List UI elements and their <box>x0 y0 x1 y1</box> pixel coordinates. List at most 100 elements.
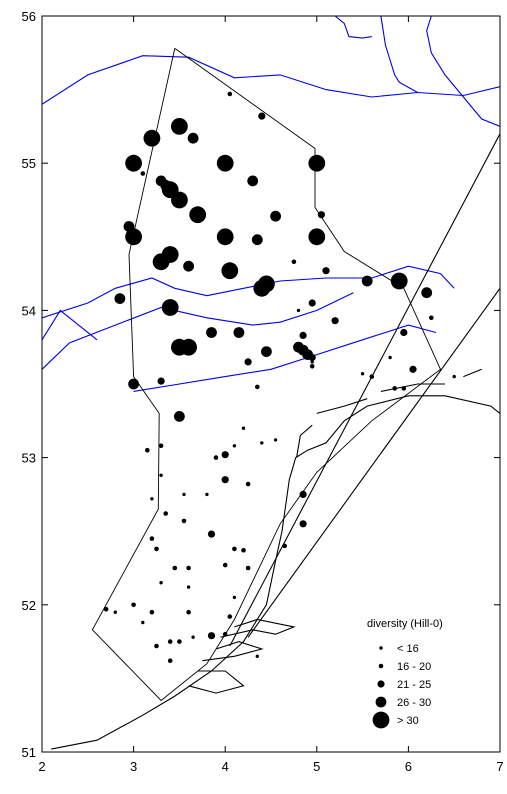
station-point <box>388 355 392 360</box>
transect-line <box>229 133 500 647</box>
station-point <box>189 206 207 224</box>
station-point <box>160 179 172 191</box>
station-point <box>171 118 188 135</box>
station-point <box>141 620 145 625</box>
station-point <box>125 154 142 172</box>
station-point <box>154 546 159 552</box>
station-point <box>369 374 375 379</box>
station-point <box>241 548 246 553</box>
station-point <box>143 129 161 147</box>
station-point <box>183 260 195 272</box>
station-point <box>360 372 365 376</box>
station-point <box>221 262 239 280</box>
station-point <box>392 386 398 391</box>
depth-contour <box>334 16 372 39</box>
station-point <box>186 585 191 589</box>
station-point <box>145 447 150 453</box>
station-point <box>331 317 339 325</box>
legend: diversity (Hill-0) < 16 16 - 20 21 - 25 26 … <box>367 618 443 729</box>
station-point <box>159 581 163 585</box>
station-point <box>296 308 301 313</box>
station-point <box>222 562 228 568</box>
station-point <box>205 492 209 497</box>
station-point <box>149 536 155 541</box>
station-point <box>251 234 263 246</box>
legend-label: 16 - 20 <box>397 661 431 673</box>
station-point <box>186 609 191 615</box>
station-point <box>128 228 140 240</box>
station-point <box>187 132 199 144</box>
station-point <box>114 293 126 304</box>
station-point <box>310 360 314 364</box>
station-point <box>152 253 170 271</box>
station-point <box>213 455 219 460</box>
y-tick-label: 51 <box>22 745 36 760</box>
station-point <box>177 639 182 644</box>
station-point <box>270 210 281 222</box>
station-point <box>232 444 237 448</box>
station-point <box>260 441 264 445</box>
depth-contour <box>133 324 437 392</box>
station-point <box>161 299 179 316</box>
station-point <box>390 272 408 290</box>
station-point <box>309 364 315 369</box>
x-tick-label: 2 <box>38 759 45 774</box>
station-point <box>174 411 185 422</box>
x-tick-label: 6 <box>405 759 412 774</box>
station-point <box>282 543 288 549</box>
station-point <box>452 374 456 379</box>
station-point <box>182 492 186 497</box>
depth-contour <box>42 265 455 319</box>
station-point <box>221 476 229 484</box>
station-point <box>244 358 252 366</box>
depth-contour <box>42 309 98 341</box>
depth-contour <box>42 292 354 370</box>
station-point <box>131 602 136 608</box>
station-point <box>180 338 198 356</box>
station-point <box>258 112 266 120</box>
station-point <box>216 154 234 172</box>
station-point <box>429 315 434 321</box>
station-point <box>317 211 325 219</box>
station-point <box>227 614 233 619</box>
station-point <box>254 384 260 390</box>
station-point <box>149 609 155 615</box>
station-point <box>232 595 237 600</box>
station-point <box>150 497 154 501</box>
station-point <box>186 565 191 571</box>
station-point <box>241 426 246 430</box>
y-tick-label: 52 <box>22 598 36 613</box>
coastline <box>220 618 296 638</box>
station-point <box>308 353 316 362</box>
legend-symbol <box>377 680 385 688</box>
x-tick-label: 5 <box>313 759 320 774</box>
station-point <box>308 154 326 172</box>
station-point <box>167 639 173 644</box>
legend-title: diversity (Hill-0) <box>367 618 443 630</box>
station-point <box>247 175 259 187</box>
station-point <box>273 438 278 442</box>
station-point <box>206 327 217 338</box>
plot-frame <box>41 15 501 753</box>
legend-label: 21 - 25 <box>397 679 431 691</box>
legend-label: < 16 <box>397 643 419 655</box>
legend-symbol <box>378 663 384 669</box>
station-point <box>103 606 109 612</box>
station-point <box>191 635 195 639</box>
station-point <box>171 191 188 209</box>
station-point <box>128 378 140 390</box>
station-point <box>253 279 271 297</box>
station-point <box>255 654 259 658</box>
station-point <box>222 631 228 637</box>
coastline <box>463 368 482 378</box>
station-point <box>140 171 146 176</box>
survey-boundary <box>91 48 442 702</box>
depth-contour <box>42 55 500 105</box>
x-tick-label: 3 <box>130 759 137 774</box>
depth-contour <box>426 16 500 127</box>
y-tick-label: 53 <box>22 451 36 466</box>
y-tick-label: 54 <box>22 303 36 318</box>
legend-symbol <box>372 711 390 729</box>
